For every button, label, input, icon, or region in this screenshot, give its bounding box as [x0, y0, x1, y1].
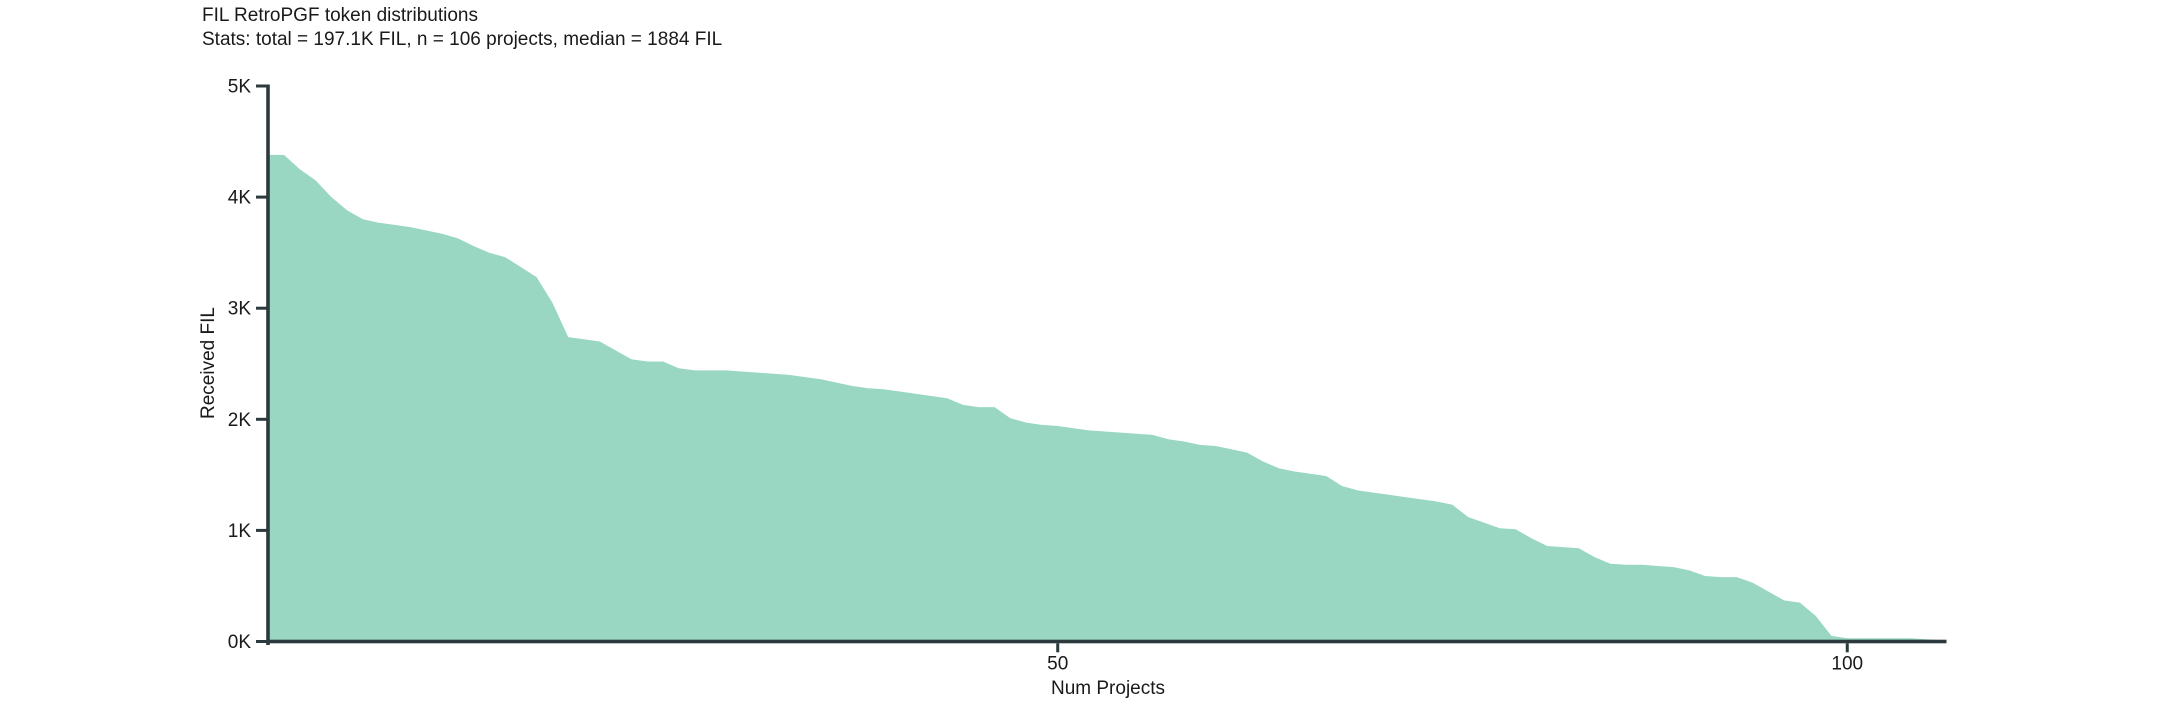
x-axis-label: Num Projects	[1051, 678, 1165, 699]
x-tick-mark	[1845, 643, 1849, 653]
chart-subtitle: Stats: total = 197.1K FIL, n = 106 proje…	[202, 29, 723, 50]
chart-title: FIL RetroPGF token distributions	[202, 5, 478, 26]
y-tick-label: 0K	[228, 632, 252, 653]
x-axis-line	[266, 639, 1947, 644]
y-tick-label: 4K	[228, 188, 252, 209]
y-tick-mark	[256, 640, 267, 643]
y-tick-mark	[256, 306, 267, 310]
x-tick-label: 50	[1047, 654, 1068, 675]
y-tick-label: 1K	[228, 521, 252, 542]
x-tick-mark	[1056, 643, 1060, 653]
y-axis-label: Received FIL	[198, 307, 219, 419]
y-tick-mark	[256, 195, 267, 199]
x-tick-label: 100	[1831, 654, 1863, 675]
y-tick-mark	[256, 84, 267, 88]
area-series-fill	[268, 154, 1942, 642]
y-tick-mark	[256, 528, 267, 532]
y-tick-label: 5K	[228, 77, 252, 98]
y-axis-line	[266, 84, 270, 645]
y-tick-label: 2K	[228, 410, 252, 431]
y-tick-label: 3K	[228, 299, 252, 320]
y-tick-mark	[256, 417, 267, 421]
plot-dynamic-layer: 0K 1K 2K 3K 4K 5K 50 100	[228, 77, 1947, 675]
